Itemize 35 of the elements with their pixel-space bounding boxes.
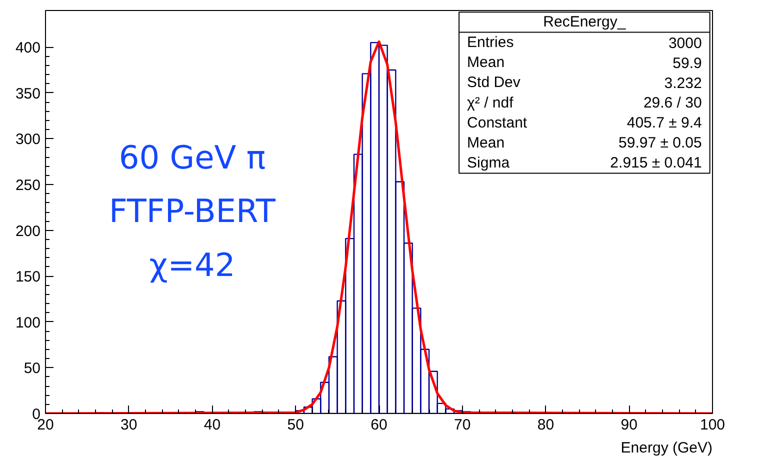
annotation: Entries (467, 34, 514, 51)
x-tick-label: 80 (537, 416, 554, 434)
annotation: Sigma (467, 154, 510, 172)
y-tick-label: 300 (15, 131, 41, 148)
annotation: Mean (467, 134, 505, 152)
y-tick-label: 150 (15, 268, 41, 286)
annotation: 29.6 / 30 (643, 94, 702, 112)
y-tick-label: 100 (15, 314, 41, 332)
annotation: FTFP-BERT (109, 192, 276, 230)
y-tick-label: 200 (15, 222, 41, 240)
x-tick-label: 70 (454, 416, 471, 434)
annotation: Std Dev (467, 74, 521, 92)
x-tick-label: 60 (370, 416, 388, 434)
annotation: 2.915 ± 0.041 (610, 154, 702, 172)
x-tick-label: 50 (287, 416, 304, 434)
annotation: Constant (467, 114, 528, 132)
x-tick-label: 30 (120, 416, 138, 434)
annotation: χ=42 (149, 246, 236, 284)
y-tick-label: 350 (15, 85, 41, 102)
y-tick-label: 400 (15, 40, 41, 57)
x-axis-title: Energy (GeV) (620, 440, 713, 456)
x-tick-label: 100 (700, 416, 726, 434)
annotation: 59.9 (672, 54, 702, 72)
y-tick-label: 50 (24, 360, 41, 378)
annotation: 60 GeV π (118, 138, 266, 177)
annotation: 405.7 ± 9.4 (626, 114, 702, 132)
annotation: χ² / ndf (467, 94, 514, 112)
x-tick-label: 40 (204, 416, 221, 434)
annotation: 3000 (668, 34, 702, 52)
annotation: 3.232 (664, 75, 702, 92)
annotation: 59.97 ± 0.05 (618, 134, 702, 152)
annotation: Mean (467, 54, 505, 71)
annotation: RecEnergy_ (543, 14, 626, 31)
y-tick-label: 250 (15, 177, 41, 194)
x-tick-label: 90 (620, 416, 638, 434)
